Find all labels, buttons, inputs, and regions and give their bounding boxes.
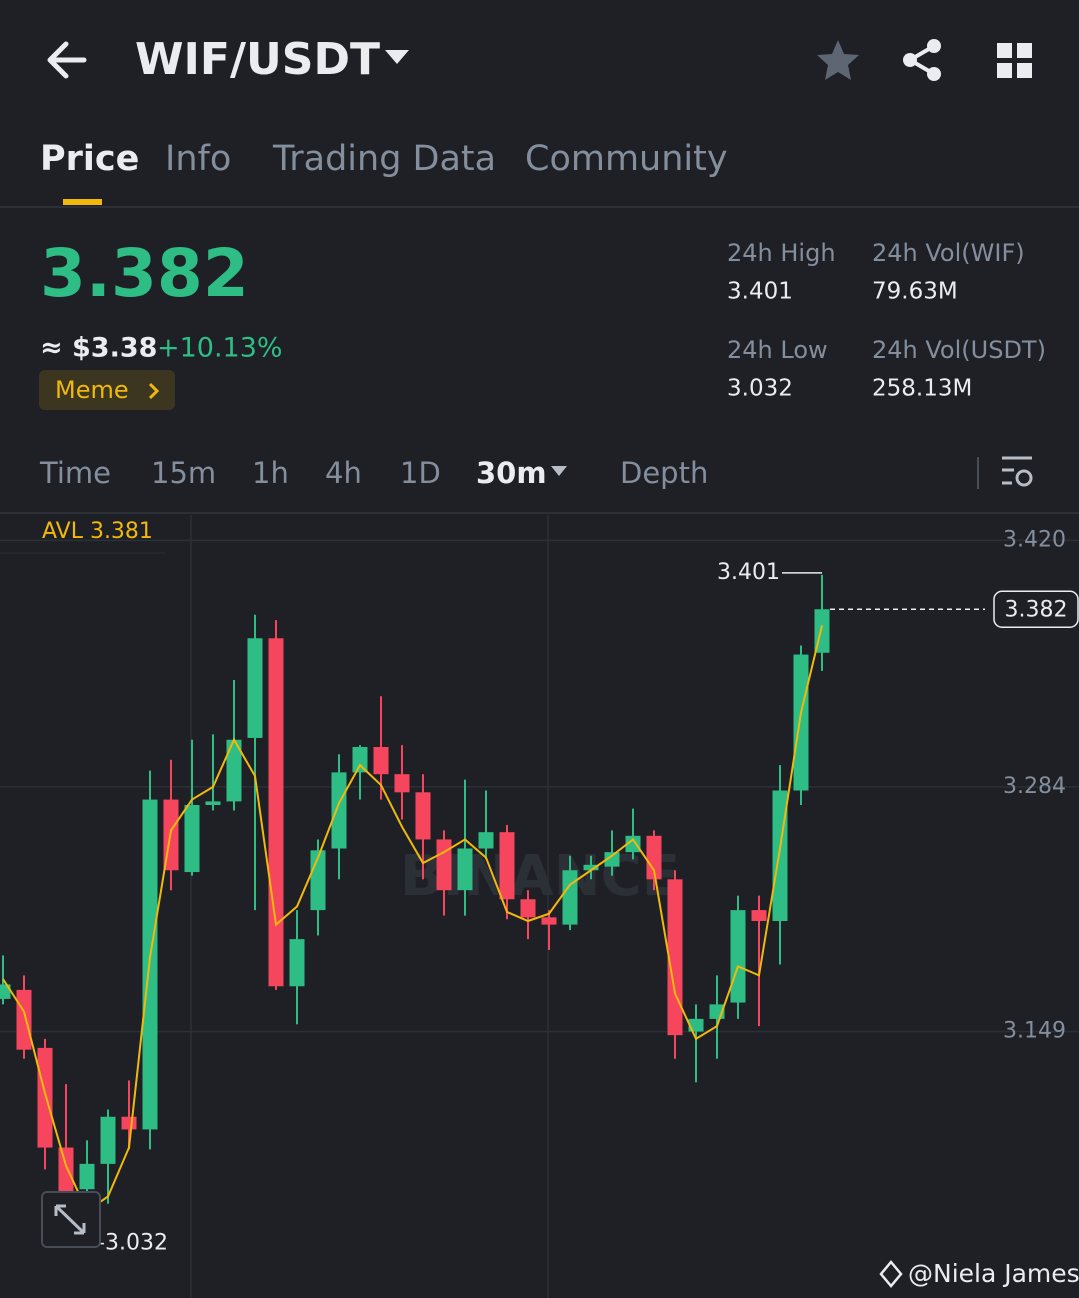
tab[interactable]: Info	[165, 139, 231, 179]
interval[interactable]: 1D	[400, 456, 441, 490]
candle-body	[394, 774, 410, 793]
y-tick-label: 3.149	[1003, 1019, 1066, 1044]
share-icon[interactable]	[903, 39, 941, 81]
low-annotation: 3.032	[105, 1231, 168, 1256]
candle-body	[0, 984, 11, 999]
candle-body	[205, 801, 221, 805]
interval[interactable]: Time	[39, 456, 111, 490]
expand-icon	[54, 1204, 86, 1235]
candle-body	[583, 864, 599, 871]
high-annotation: 3.401	[717, 560, 780, 585]
candle-body	[415, 792, 431, 840]
stat-value: 3.401	[727, 279, 793, 305]
grid-icon[interactable]	[997, 43, 1032, 78]
interval[interactable]: Depth	[620, 456, 708, 490]
change: +10.13%	[157, 333, 283, 364]
candle-body	[268, 638, 284, 987]
candle-body	[499, 832, 515, 900]
candle-body	[478, 832, 494, 849]
interval[interactable]: 30m	[476, 456, 547, 490]
dropdown-icon[interactable]	[385, 50, 409, 64]
candle-body	[646, 835, 662, 880]
candle-body	[16, 989, 32, 1050]
back-button[interactable]	[47, 41, 87, 79]
tab[interactable]: Trading Data	[272, 139, 496, 179]
candle-body	[436, 839, 452, 891]
price-box-label: 3.382	[1005, 597, 1068, 622]
watermark-icon	[879, 1260, 903, 1288]
favorite-icon[interactable]	[817, 40, 859, 80]
candle-body	[226, 739, 242, 802]
stat-value: 79.63M	[872, 279, 958, 305]
candle-body	[247, 638, 263, 738]
price-box	[993, 590, 1079, 628]
stat-value: 258.13M	[872, 376, 972, 402]
candle-body	[121, 1116, 137, 1130]
candle-body	[562, 870, 578, 925]
tab[interactable]: Community	[525, 139, 728, 179]
tag[interactable]: Meme	[55, 376, 129, 404]
pair-title[interactable]: WIF/USDT	[135, 34, 380, 85]
stat-label: 24h High	[727, 239, 836, 267]
interval-dropdown[interactable]	[551, 466, 567, 476]
candle-body	[667, 879, 683, 1036]
candle-body	[793, 654, 809, 791]
tab-indicator	[63, 199, 102, 205]
back-icon	[47, 41, 87, 79]
stat-label: 24h Low	[727, 336, 828, 364]
tag-chip[interactable]	[39, 370, 175, 410]
moving-average	[2, 625, 823, 1213]
chart-settings-icon[interactable]	[1002, 456, 1033, 487]
candle-body	[751, 910, 767, 921]
candle-body	[457, 848, 473, 891]
y-tick-label: 3.284	[1003, 774, 1066, 799]
candle-body	[520, 899, 536, 918]
last-price: 3.382	[40, 235, 249, 312]
interval[interactable]: 1h	[252, 456, 289, 490]
candle-body	[541, 917, 557, 925]
candle-body	[37, 1047, 53, 1148]
candle-body	[352, 747, 368, 773]
candle-body	[184, 805, 200, 873]
candle-body	[604, 852, 620, 867]
usd-price: ≈ $3.38	[40, 333, 157, 364]
interval[interactable]: 4h	[325, 456, 362, 490]
candle-body	[79, 1163, 95, 1190]
candle-body	[625, 835, 641, 853]
candle-body	[373, 747, 389, 775]
interval[interactable]: 15m	[151, 456, 216, 490]
stat-label: 24h Vol(USDT)	[872, 336, 1046, 364]
candle-body	[100, 1116, 116, 1164]
candle-body	[289, 939, 305, 987]
stat-value: 3.032	[727, 376, 793, 402]
y-tick-label: 3.420	[1003, 527, 1066, 552]
chevron	[148, 382, 160, 400]
tab[interactable]: Price	[40, 139, 139, 179]
stat-label: 24h Vol(WIF)	[872, 239, 1025, 267]
watermark: @Niela James	[908, 1259, 1079, 1288]
candle-body	[331, 772, 347, 849]
candle-body	[730, 910, 746, 1003]
